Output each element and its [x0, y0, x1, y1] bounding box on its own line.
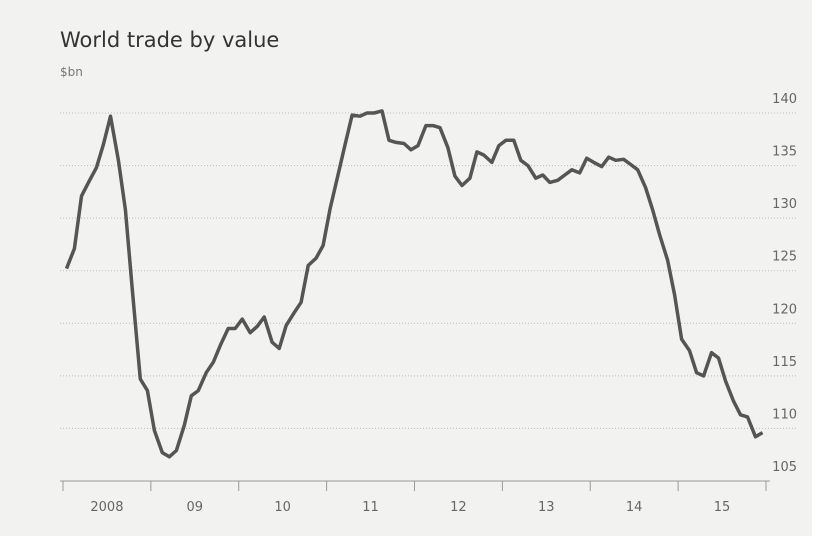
- x-tick-label: 11: [362, 500, 379, 515]
- y-tick-label: 125: [772, 250, 797, 265]
- y-tick-label: 110: [772, 407, 797, 422]
- x-tick-label: 14: [626, 500, 643, 515]
- chart-title: World trade by value: [60, 28, 279, 52]
- x-tick-label: 2008: [90, 500, 123, 515]
- x-tick-label: 15: [714, 500, 731, 515]
- chart-subtitle: $bn: [60, 65, 83, 79]
- y-tick-label: 115: [772, 355, 797, 370]
- x-tick-label: 13: [538, 500, 555, 515]
- data-line: [64, 109, 764, 459]
- y-tick-label: 140: [772, 92, 797, 107]
- x-tick-label: 12: [450, 500, 467, 515]
- x-tick-label: 09: [187, 500, 204, 515]
- chart-background: [0, 0, 812, 536]
- x-tick-label: 10: [274, 500, 291, 515]
- y-tick-label: 135: [772, 145, 797, 160]
- y-tick-label: 130: [772, 197, 797, 212]
- y-tick-label: 120: [772, 302, 797, 317]
- y-tick-label: 105: [772, 460, 797, 475]
